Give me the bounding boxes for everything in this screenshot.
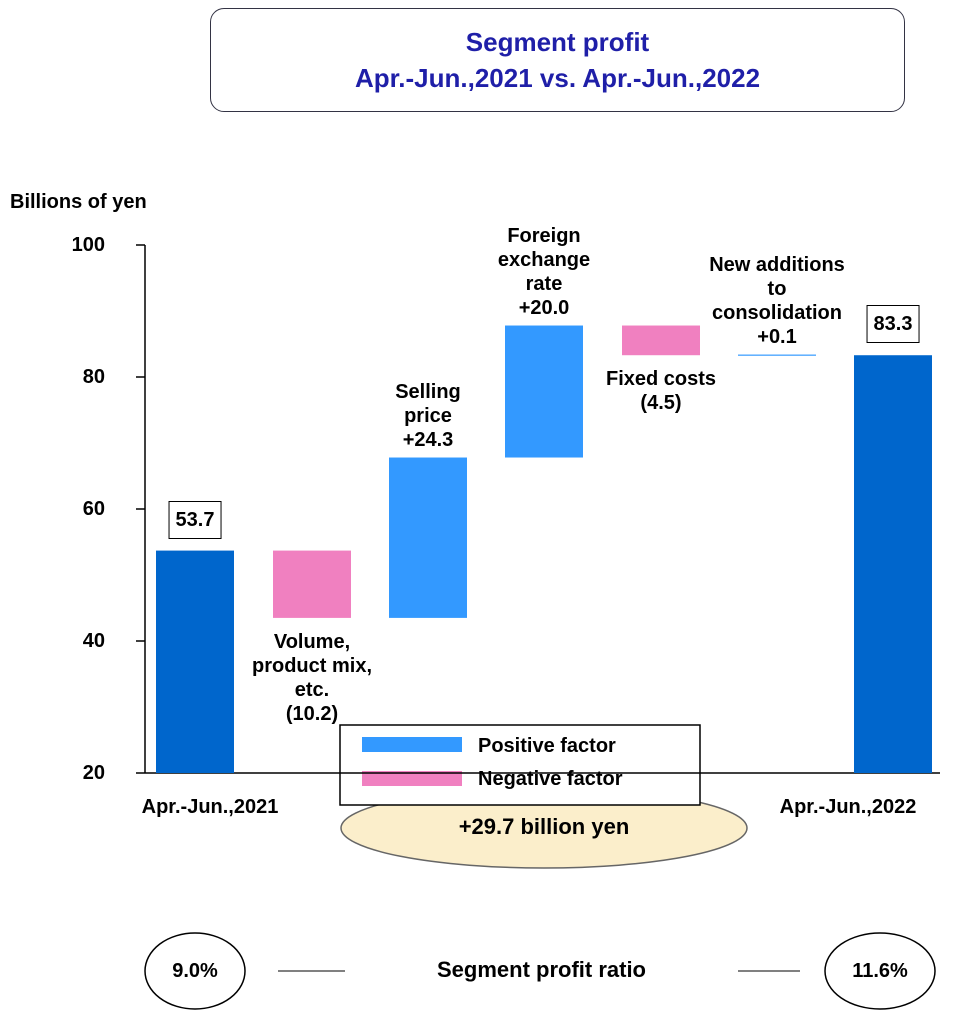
category-label: Volume, product mix, etc. (251, 630, 373, 701)
factor-label: New additions to consolidation +0.1 (709, 253, 845, 349)
y-tick-label: 60 (82, 498, 105, 520)
bar (738, 354, 816, 356)
y-axis-label: Billions of yen (10, 191, 147, 213)
bar (622, 325, 700, 356)
legend-swatch (362, 737, 462, 752)
value-label: +24.3 (402, 428, 454, 451)
bar (156, 550, 234, 773)
bar (505, 325, 583, 458)
legend-label: Positive factor (478, 735, 616, 757)
ratio-circle (144, 932, 246, 1010)
factor-label: Selling price +24.3 (395, 380, 461, 452)
factor-label: Foreign exchange rate +20.0 (498, 224, 590, 320)
factor-label: Fixed costs (4.5) (606, 367, 716, 415)
category-label: Fixed costs (605, 368, 717, 391)
chart-title: Segment profit Apr.-Jun.,2021 vs. Apr.-J… (210, 8, 905, 112)
value-label: +20.0 (518, 296, 570, 319)
ratio-label: Segment profit ratio (436, 957, 646, 982)
value-label: 83.3 (866, 305, 920, 344)
category-label: Selling price (395, 380, 461, 427)
factor-label: Volume, product mix, etc. (10.2) (252, 630, 372, 726)
value-label: (10.2) (285, 702, 339, 725)
bar (273, 550, 351, 618)
legend-label: Negative factor (478, 768, 623, 790)
category-label: Foreign exchange rate (497, 224, 591, 295)
legend-swatch (362, 771, 462, 786)
y-tick-label: 80 (82, 366, 105, 388)
y-tick-label: 40 (82, 630, 105, 652)
x-tick-label: Apr.-Jun.,2021 (141, 796, 279, 818)
ratio-value: 9.0% (172, 960, 218, 982)
value-label: 53.7 (168, 500, 222, 539)
ratio-value: 11.6% (852, 960, 908, 982)
ratio-circle (824, 932, 936, 1010)
y-tick-label: 20 (82, 762, 105, 784)
annotation: +29.7 billion yen (458, 814, 630, 839)
x-tick-label: Apr.-Jun.,2022 (779, 796, 917, 818)
y-tick-label: 100 (71, 234, 105, 256)
category-label: New additions to consolidation (709, 253, 845, 324)
value-label: +0.1 (757, 325, 797, 348)
value-label: (4.5) (640, 392, 682, 415)
bar (389, 457, 467, 618)
bar (854, 355, 932, 773)
